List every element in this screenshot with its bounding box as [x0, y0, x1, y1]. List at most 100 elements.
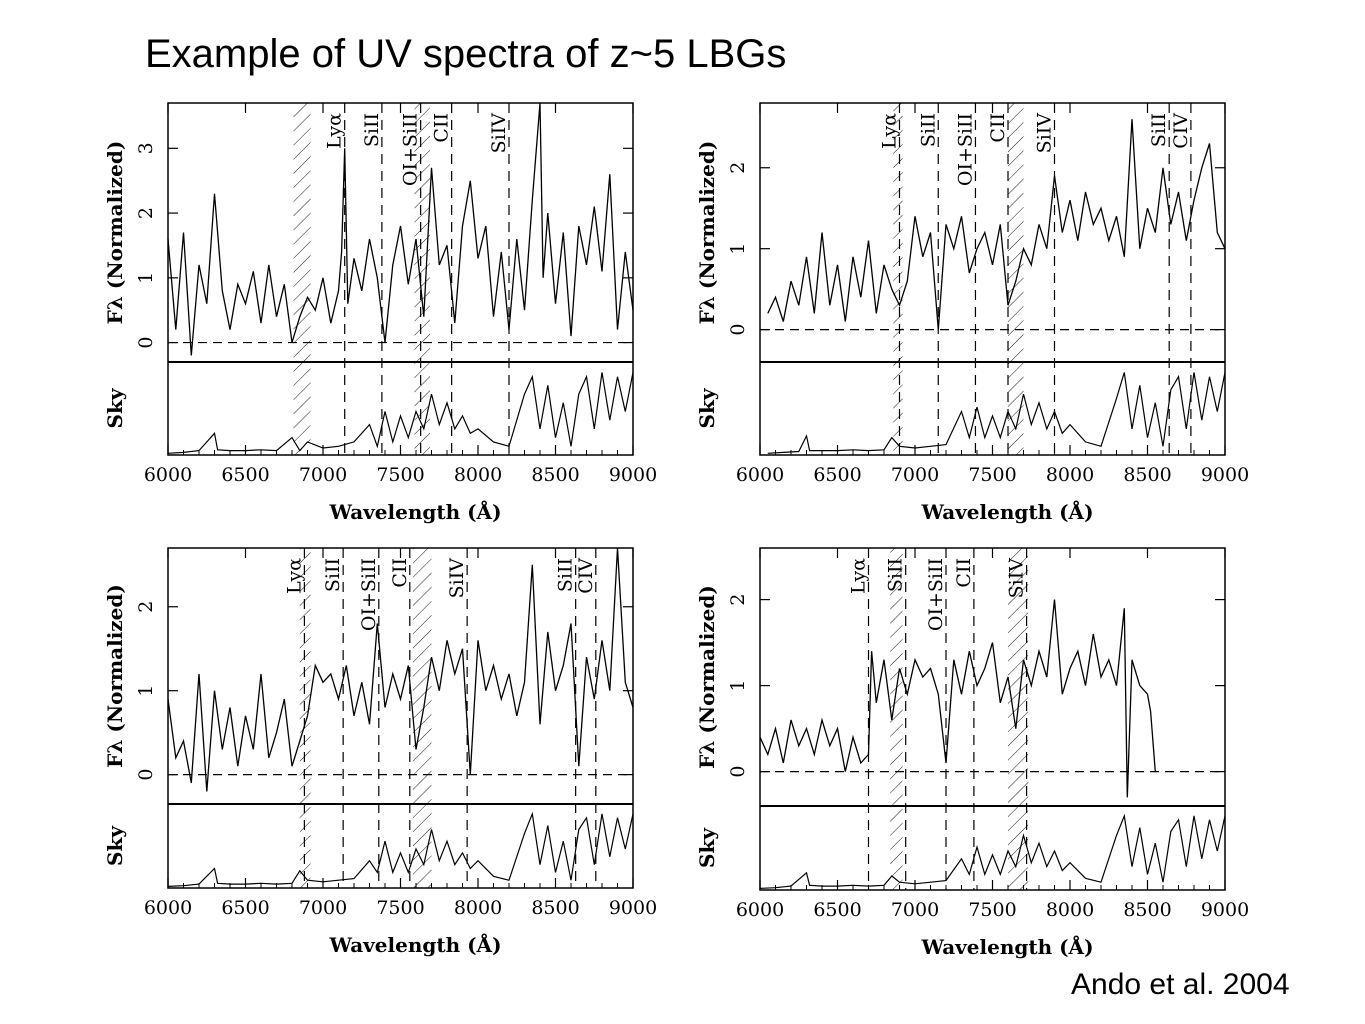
absorption-line-label: SiII [885, 558, 907, 592]
sky-axis-label: Sky [103, 825, 127, 866]
y-tick-label: 0 [727, 766, 749, 778]
absorption-line-label: SiII [361, 113, 383, 147]
y-tick-label: 0 [135, 337, 157, 349]
absorption-line-label: OI+SiII [954, 113, 976, 186]
x-tick-label: 6500 [221, 464, 269, 486]
sky-series-line [167, 811, 634, 887]
x-tick-label: 9000 [1201, 464, 1249, 486]
absorption-line-label: SiIV [1006, 558, 1028, 599]
y-axis-label: Fλ (Normalized) [103, 141, 127, 325]
sky-series-line [767, 372, 1226, 454]
plot-frame [167, 547, 634, 889]
absorption-line-label: SiII [1148, 113, 1170, 147]
x-tick-label: 8000 [454, 897, 502, 919]
x-tick-label: 6000 [736, 899, 784, 921]
x-tick-label: 7000 [299, 897, 347, 919]
spectrum-panel-bottom-right: Lyα SiII OI+SiII CII SiIV 6000 6500 7000 7500 800… [695, 547, 1249, 959]
sky-series-line [759, 813, 1226, 889]
flux-series-line [167, 102, 634, 356]
sky-band-hatch [293, 103, 311, 455]
sky-band-hatch [414, 103, 430, 455]
absorption-line-label: Lyα [324, 113, 346, 149]
absorption-line-label: Lyα [879, 113, 901, 149]
x-tick-label: 8000 [1046, 464, 1094, 486]
x-tick-label: 6500 [813, 899, 861, 921]
x-tick-label: 7000 [891, 899, 939, 921]
x-tick-label: 7000 [299, 464, 347, 486]
sky-axis-label: Sky [103, 387, 127, 428]
x-tick-label: 6000 [144, 897, 192, 919]
x-tick-label: 8500 [1123, 899, 1171, 921]
flux-series-line [759, 599, 1156, 798]
x-tick-label: 7000 [891, 464, 939, 486]
absorption-line-label: CIV [1170, 113, 1192, 149]
absorption-line-label: CII [431, 113, 453, 143]
page-title: Example of UV spectra of z~5 LBGs [145, 32, 787, 76]
y-tick-label: 2 [727, 594, 749, 606]
flux-series-line [167, 547, 634, 792]
sky-axis-label: Sky [695, 387, 719, 428]
absorption-line-label: SiII [917, 113, 939, 147]
x-tick-label: 6500 [813, 464, 861, 486]
x-tick-label: 9000 [1201, 899, 1249, 921]
absorption-line-label: OI+SiII [358, 558, 380, 631]
x-tick-label: 8500 [1123, 464, 1171, 486]
absorption-line-label: CIV [575, 558, 597, 594]
x-tick-label: 7500 [968, 464, 1016, 486]
absorption-line-label: CII [953, 558, 975, 588]
absorption-line-label: Lyα [848, 558, 870, 594]
x-tick-label: 8000 [1046, 899, 1094, 921]
x-tick-label: 7500 [968, 899, 1016, 921]
y-tick-label: 2 [727, 162, 749, 174]
citation-credit: Ando et al. 2004 [1071, 968, 1290, 1001]
x-tick-label: 6500 [221, 897, 269, 919]
y-tick-label: 2 [135, 601, 157, 613]
x-tick-label: 6000 [144, 464, 192, 486]
x-tick-label: 6000 [736, 464, 784, 486]
sky-band-hatch [893, 103, 903, 455]
plot-frame [759, 547, 1226, 891]
y-axis-label: Fλ (Normalized) [695, 585, 719, 769]
y-tick-label: 0 [135, 769, 157, 781]
absorption-line-label: SiII [322, 558, 344, 592]
x-tick-label: 8500 [531, 897, 579, 919]
sky-band-hatch [890, 548, 903, 890]
absorption-line-label: CII [389, 558, 411, 588]
absorption-line-label: CII [987, 113, 1009, 143]
x-axis-label: Wavelength (Å) [328, 933, 501, 957]
sky-band-hatch [1008, 548, 1029, 890]
y-tick-label: 2 [135, 207, 157, 219]
absorption-line-label: SiIV [1034, 113, 1056, 154]
absorption-line-label: OI+SiII [925, 558, 947, 631]
y-tick-label: 3 [135, 142, 157, 154]
y-axis-label: Fλ (Normalized) [103, 584, 127, 768]
x-tick-label: 8000 [454, 464, 502, 486]
y-tick-label: 0 [727, 324, 749, 336]
flux-series-line [767, 119, 1226, 330]
x-tick-label: 7500 [376, 897, 424, 919]
sky-axis-label: Sky [695, 827, 719, 868]
absorption-line-label: SiIV [446, 558, 468, 599]
sky-series-line [167, 372, 634, 454]
absorption-line-label: SiII [555, 558, 577, 592]
y-tick-label: 1 [727, 680, 749, 692]
x-axis-label: Wavelength (Å) [328, 500, 501, 524]
sky-band-hatch [299, 548, 311, 888]
y-tick-label: 1 [135, 685, 157, 697]
y-tick-label: 1 [727, 243, 749, 255]
x-axis-label: Wavelength (Å) [920, 935, 1093, 959]
spectrum-panel-top-left: Lyα SiII OI+SiII CII SiIV 6000 6500 7000 7500 800… [103, 102, 657, 524]
y-tick-label: 1 [135, 272, 157, 284]
absorption-line-label: SiIV [488, 113, 510, 154]
x-tick-label: 7500 [376, 464, 424, 486]
absorption-line-label: Lyα [283, 558, 305, 594]
x-tick-label: 9000 [609, 897, 657, 919]
absorption-line-label: OI+SiII [400, 113, 422, 186]
x-axis-label: Wavelength (Å) [920, 500, 1093, 524]
x-tick-label: 8500 [531, 464, 579, 486]
plot-frame [759, 102, 1226, 456]
y-axis-label: Fλ (Normalized) [695, 141, 719, 325]
